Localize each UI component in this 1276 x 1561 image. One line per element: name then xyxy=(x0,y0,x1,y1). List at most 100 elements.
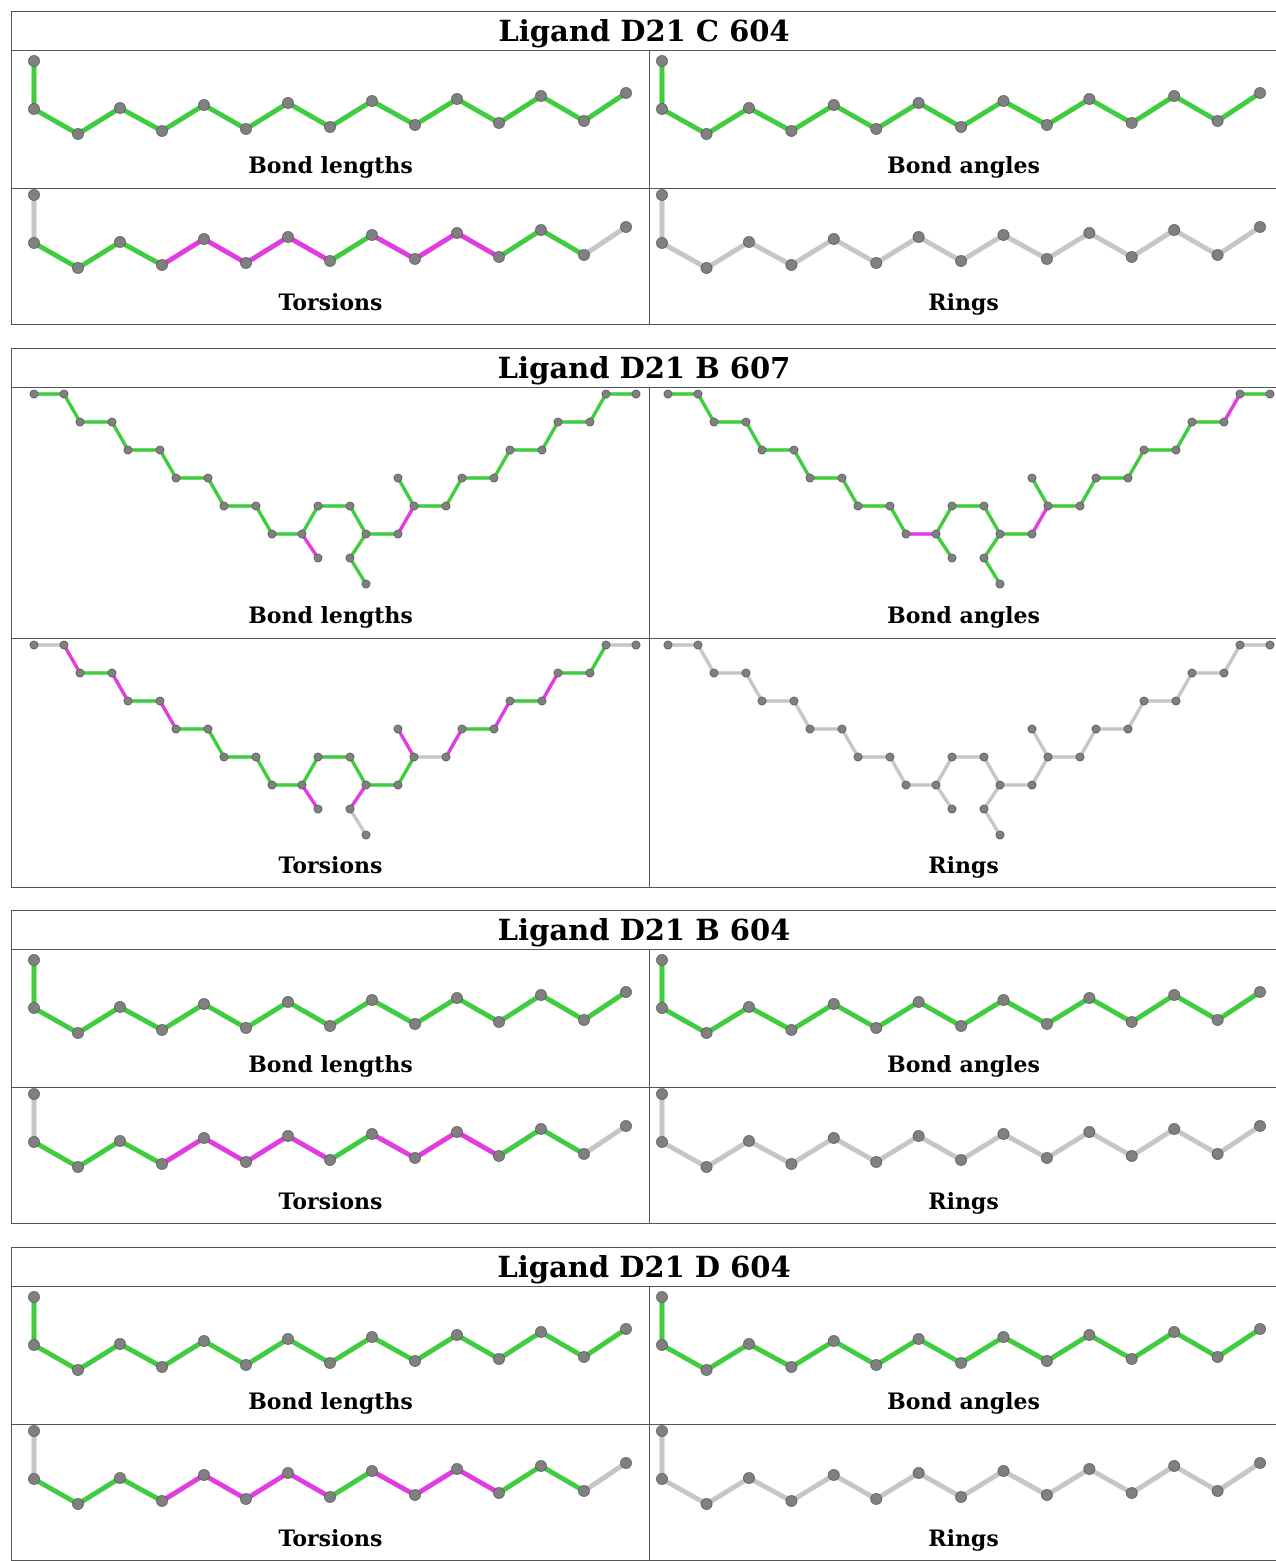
bond xyxy=(958,98,1006,130)
atom xyxy=(743,236,755,248)
bond xyxy=(454,1129,502,1159)
atom xyxy=(656,237,668,249)
atom xyxy=(979,804,989,814)
bond xyxy=(1001,1334,1050,1364)
bond xyxy=(285,100,333,130)
atom xyxy=(870,1156,883,1168)
bond xyxy=(369,98,418,128)
molecule-image xyxy=(656,55,1266,140)
atom xyxy=(345,752,355,762)
atom xyxy=(947,752,957,762)
bond xyxy=(831,1338,879,1368)
panel-rings: Rings xyxy=(650,1425,1276,1561)
atom xyxy=(240,257,252,269)
bond xyxy=(958,1468,1006,1500)
ligand-title: Ligand D21 D 604 xyxy=(12,1248,1276,1287)
bond xyxy=(659,1139,710,1170)
bond xyxy=(840,727,860,759)
atom xyxy=(553,417,563,427)
panel-label: Bond lengths xyxy=(248,153,413,179)
atom xyxy=(585,668,595,678)
atom xyxy=(947,804,957,814)
bond xyxy=(285,1133,333,1163)
atom xyxy=(997,1465,1010,1477)
bond xyxy=(538,992,587,1023)
atom xyxy=(1168,1123,1181,1135)
atom xyxy=(535,90,547,102)
atom xyxy=(297,780,307,790)
atom xyxy=(366,1331,378,1343)
bond xyxy=(201,1135,249,1165)
atom xyxy=(885,752,895,762)
atom xyxy=(1254,87,1266,99)
bond xyxy=(538,1329,587,1360)
atom xyxy=(656,1473,668,1485)
bond xyxy=(916,1133,964,1163)
bond xyxy=(412,1332,460,1364)
bond xyxy=(243,999,291,1031)
atom xyxy=(1171,696,1181,706)
atom xyxy=(1041,119,1053,131)
atom xyxy=(901,780,911,790)
atom xyxy=(601,389,611,399)
bond xyxy=(1030,755,1050,787)
atom xyxy=(1254,1323,1266,1335)
bond xyxy=(746,1475,794,1504)
bond xyxy=(496,1126,544,1159)
bond xyxy=(75,1004,123,1036)
bond xyxy=(1129,1463,1177,1496)
bond xyxy=(62,392,82,424)
atom xyxy=(656,954,668,966)
bond xyxy=(659,1342,710,1373)
atom xyxy=(114,1338,126,1350)
atom xyxy=(366,1128,378,1140)
molecule-image xyxy=(656,1425,1266,1510)
panel-torsions: Torsions xyxy=(12,1425,649,1561)
bond xyxy=(831,1135,879,1165)
bond xyxy=(348,783,368,811)
atom xyxy=(457,473,467,483)
panel-label: Torsions xyxy=(278,1526,383,1552)
atom xyxy=(827,998,840,1010)
atom xyxy=(1043,501,1053,511)
bond xyxy=(496,1329,544,1362)
atom xyxy=(324,1020,336,1032)
atom xyxy=(805,473,815,483)
atom xyxy=(741,417,751,427)
bond xyxy=(659,1476,710,1507)
bond xyxy=(31,1005,81,1036)
bond xyxy=(1001,232,1050,262)
atom xyxy=(282,1333,294,1345)
molecule-image xyxy=(656,954,1266,1039)
bond xyxy=(285,1336,333,1366)
atom xyxy=(324,255,336,267)
bond xyxy=(788,1338,837,1370)
bond xyxy=(581,90,629,124)
atom xyxy=(1171,445,1181,455)
atom xyxy=(493,1150,505,1162)
atom xyxy=(870,1359,883,1371)
bond xyxy=(412,995,460,1027)
bond xyxy=(327,1468,375,1500)
bond xyxy=(348,755,368,787)
panel-torsions: Torsions xyxy=(12,189,649,325)
atom xyxy=(361,780,371,790)
panel-bond-lengths: Bond lengths xyxy=(12,950,649,1087)
atom xyxy=(656,1425,668,1437)
bond xyxy=(158,448,178,480)
atom xyxy=(409,119,421,131)
bond xyxy=(538,1126,587,1157)
bond xyxy=(1086,1129,1135,1159)
atom xyxy=(700,1364,713,1376)
atom xyxy=(700,1027,713,1039)
atom xyxy=(870,1493,883,1505)
atom xyxy=(1168,1326,1181,1338)
bond xyxy=(696,392,716,424)
panel-grid: Bond lengths Bond angles Torsions Rings xyxy=(12,51,1276,325)
bond xyxy=(1171,227,1221,258)
bond xyxy=(1044,1466,1092,1498)
atom xyxy=(1211,249,1224,261)
atom xyxy=(198,1132,210,1144)
bond xyxy=(982,755,1002,787)
atom xyxy=(1139,445,1149,455)
